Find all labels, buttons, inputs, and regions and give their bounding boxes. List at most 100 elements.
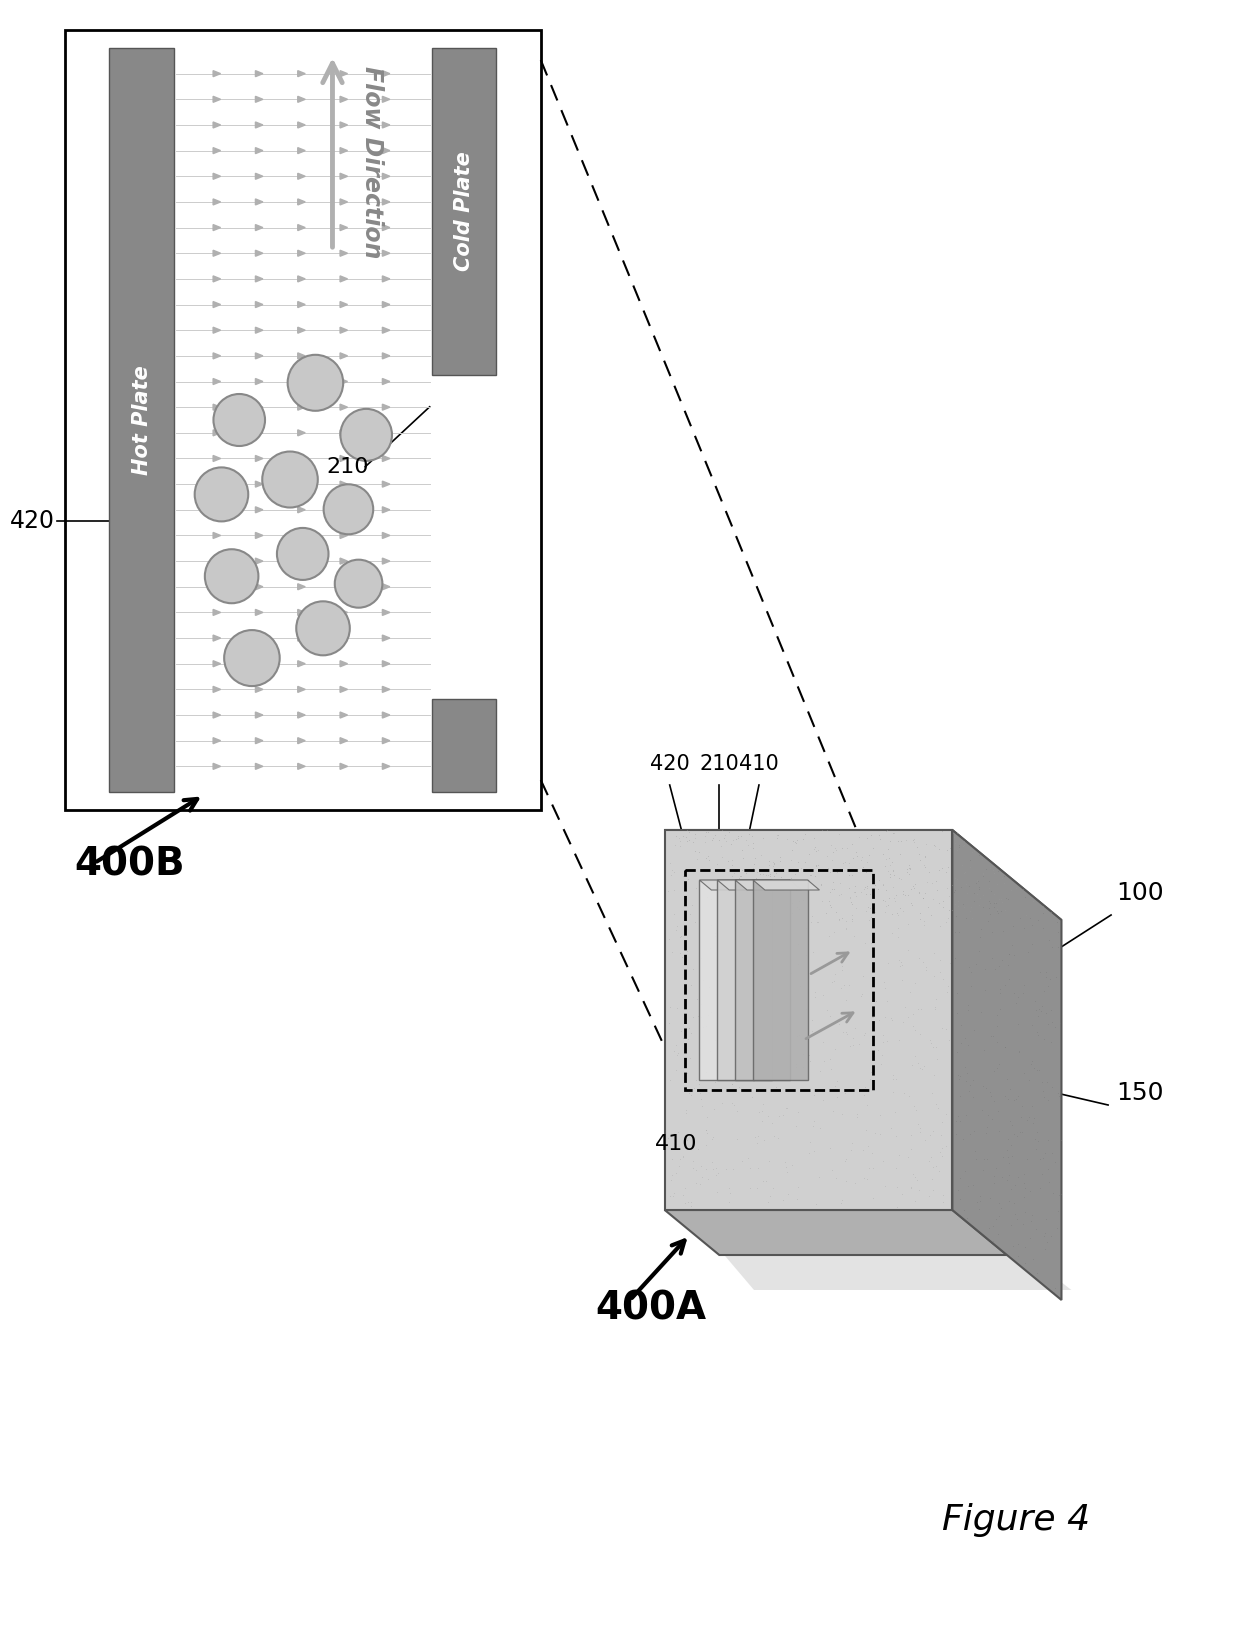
Polygon shape <box>255 481 263 488</box>
Polygon shape <box>382 584 389 589</box>
Polygon shape <box>255 301 263 308</box>
Polygon shape <box>213 224 221 231</box>
Text: 400A: 400A <box>595 1291 707 1328</box>
Polygon shape <box>382 430 389 435</box>
Polygon shape <box>735 880 801 890</box>
Polygon shape <box>382 738 389 744</box>
Polygon shape <box>340 353 347 358</box>
Text: 420: 420 <box>10 509 55 533</box>
Polygon shape <box>255 455 263 461</box>
Polygon shape <box>213 353 221 358</box>
Polygon shape <box>255 200 263 204</box>
Polygon shape <box>213 123 221 128</box>
Polygon shape <box>340 250 347 257</box>
Polygon shape <box>665 1211 1007 1255</box>
Polygon shape <box>340 147 347 154</box>
Polygon shape <box>340 738 347 744</box>
Polygon shape <box>340 404 347 411</box>
Polygon shape <box>255 532 263 538</box>
Polygon shape <box>213 200 221 204</box>
Polygon shape <box>213 764 221 769</box>
Polygon shape <box>298 610 305 615</box>
Text: 210: 210 <box>326 456 368 476</box>
Polygon shape <box>213 558 221 564</box>
Polygon shape <box>340 123 347 128</box>
Polygon shape <box>382 378 389 384</box>
Polygon shape <box>255 173 263 180</box>
Polygon shape <box>382 70 389 77</box>
Polygon shape <box>298 404 305 411</box>
Polygon shape <box>340 70 347 77</box>
Polygon shape <box>382 327 389 334</box>
Polygon shape <box>213 610 221 615</box>
Polygon shape <box>382 712 389 718</box>
Polygon shape <box>255 507 263 512</box>
Polygon shape <box>340 200 347 204</box>
Bar <box>735 880 790 1080</box>
Polygon shape <box>213 97 221 103</box>
Polygon shape <box>382 147 389 154</box>
Text: 400B: 400B <box>74 846 185 883</box>
Polygon shape <box>213 276 221 281</box>
Polygon shape <box>699 880 766 890</box>
Polygon shape <box>255 584 263 589</box>
Circle shape <box>335 560 382 607</box>
Polygon shape <box>298 661 305 667</box>
Polygon shape <box>255 635 263 641</box>
Polygon shape <box>298 532 305 538</box>
Polygon shape <box>298 250 305 257</box>
Circle shape <box>195 468 248 522</box>
Polygon shape <box>340 584 347 589</box>
Polygon shape <box>298 276 305 281</box>
Polygon shape <box>382 481 389 488</box>
Polygon shape <box>340 610 347 615</box>
Polygon shape <box>382 532 389 538</box>
Polygon shape <box>952 829 1061 1301</box>
Polygon shape <box>340 507 347 512</box>
Polygon shape <box>213 70 221 77</box>
Bar <box>753 880 807 1080</box>
Polygon shape <box>213 507 221 512</box>
Bar <box>64 29 541 810</box>
Polygon shape <box>382 97 389 103</box>
Circle shape <box>277 528 329 579</box>
Polygon shape <box>255 353 263 358</box>
Polygon shape <box>298 70 305 77</box>
Bar <box>109 47 174 792</box>
Text: Flow Direction: Flow Direction <box>360 65 384 258</box>
Polygon shape <box>340 481 347 488</box>
Polygon shape <box>382 661 389 667</box>
Polygon shape <box>298 97 305 103</box>
Polygon shape <box>382 455 389 461</box>
Circle shape <box>262 452 317 507</box>
Polygon shape <box>340 558 347 564</box>
Polygon shape <box>382 123 389 128</box>
Polygon shape <box>213 455 221 461</box>
Polygon shape <box>213 404 221 411</box>
Polygon shape <box>340 378 347 384</box>
Text: 150: 150 <box>1116 1081 1163 1104</box>
Polygon shape <box>382 507 389 512</box>
Polygon shape <box>298 200 305 204</box>
Polygon shape <box>298 687 305 692</box>
Polygon shape <box>340 455 347 461</box>
Polygon shape <box>213 687 221 692</box>
Circle shape <box>224 630 280 685</box>
Text: 420: 420 <box>650 754 689 774</box>
Polygon shape <box>255 661 263 667</box>
Polygon shape <box>340 635 347 641</box>
Circle shape <box>213 394 265 447</box>
Polygon shape <box>213 661 221 667</box>
Polygon shape <box>298 430 305 435</box>
Polygon shape <box>255 738 263 744</box>
Polygon shape <box>298 507 305 512</box>
Polygon shape <box>298 584 305 589</box>
Polygon shape <box>298 558 305 564</box>
Bar <box>665 829 952 1211</box>
Polygon shape <box>298 123 305 128</box>
Polygon shape <box>665 829 1061 919</box>
Polygon shape <box>340 661 347 667</box>
Circle shape <box>288 355 343 411</box>
Polygon shape <box>213 430 221 435</box>
Polygon shape <box>382 764 389 769</box>
